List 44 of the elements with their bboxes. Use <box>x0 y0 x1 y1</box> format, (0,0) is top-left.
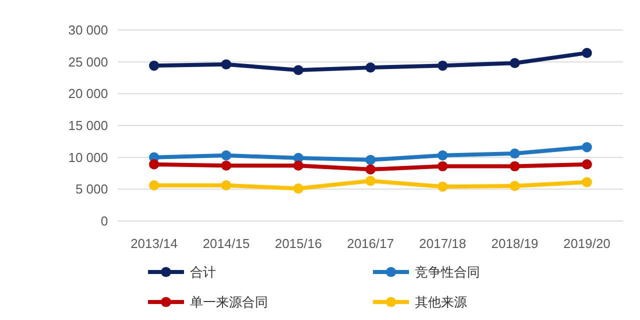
point <box>221 180 232 190</box>
point <box>438 161 448 172</box>
y-tick-label: 10 000 <box>68 150 108 165</box>
point <box>510 58 520 68</box>
point <box>365 176 376 186</box>
point <box>293 160 304 171</box>
legend-label: 单一来源合同 <box>190 294 268 310</box>
point <box>293 183 304 194</box>
point <box>149 159 160 170</box>
point <box>221 160 232 171</box>
y-tick-label: 20 000 <box>68 86 108 102</box>
y-tick-label: 25 000 <box>68 54 108 70</box>
point <box>149 60 160 71</box>
point <box>293 65 304 76</box>
point <box>438 60 448 71</box>
point <box>438 182 448 192</box>
x-tick-label: 2018/19 <box>491 236 538 251</box>
x-tick-label: 2019/20 <box>563 236 610 251</box>
x-tick-label: 2017/18 <box>419 236 466 251</box>
point <box>510 161 520 172</box>
point <box>582 159 592 170</box>
legend-label: 合计 <box>190 264 216 280</box>
point <box>510 180 520 192</box>
point <box>149 180 160 190</box>
legend-label: 其他来源 <box>415 294 467 310</box>
point <box>365 62 376 73</box>
x-tick-label: 2015/16 <box>274 236 322 251</box>
point <box>365 154 376 165</box>
point <box>221 59 232 70</box>
y-tick-label: 5 000 <box>75 182 108 197</box>
legend-label: 竞争性合同 <box>415 264 480 280</box>
y-tick-label: 30 000 <box>68 22 108 38</box>
x-tick-label: 2013/14 <box>130 236 178 251</box>
point <box>365 164 376 174</box>
point <box>438 150 448 160</box>
point <box>582 177 592 188</box>
point <box>582 142 592 152</box>
x-tick-label: 2016/17 <box>347 236 394 251</box>
point <box>582 48 592 58</box>
point <box>221 150 232 160</box>
y-tick-label: 15 000 <box>68 118 108 134</box>
point <box>510 148 520 159</box>
x-tick-label: 2014/15 <box>202 236 250 251</box>
y-tick-label: 0 <box>100 214 108 229</box>
